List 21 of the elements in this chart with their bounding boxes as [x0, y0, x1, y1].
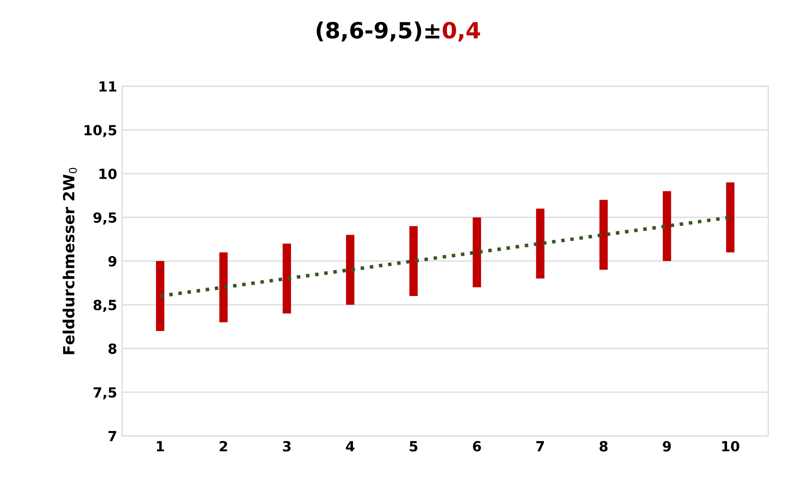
x-tick-label: 3 — [282, 440, 291, 452]
x-tick-label: 10 — [722, 440, 740, 452]
x-tick-label: 9 — [662, 441, 671, 452]
x-tick-label: 1 — [156, 441, 164, 452]
x-tick-label: 8 — [600, 440, 608, 452]
y-tick-label: 8 — [108, 343, 116, 354]
y-tick-label: 11 — [100, 81, 116, 92]
chart-title: (8,6-9,5)±0,4 — [316, 21, 480, 42]
x-tick-label: 6 — [472, 441, 481, 452]
y-tick-label: 10,5 — [84, 124, 116, 138]
x-tick-label: 2 — [220, 440, 228, 452]
x-tick-label: 7 — [536, 441, 544, 452]
y-axis-title: Felddurchmesser 2W$_{0}$ — [62, 168, 77, 354]
y-tick-label: 8,5 — [94, 300, 116, 312]
x-tick-label: 5 — [410, 441, 418, 452]
y-tick-label: 9 — [108, 256, 116, 267]
y-tick-label: 7 — [108, 431, 116, 442]
y-tick-label: 7,5 — [94, 387, 116, 400]
y-tick-label: 10 — [100, 168, 117, 180]
x-tick-label: 4 — [346, 441, 354, 452]
y-tick-label: 9,5 — [93, 212, 116, 225]
